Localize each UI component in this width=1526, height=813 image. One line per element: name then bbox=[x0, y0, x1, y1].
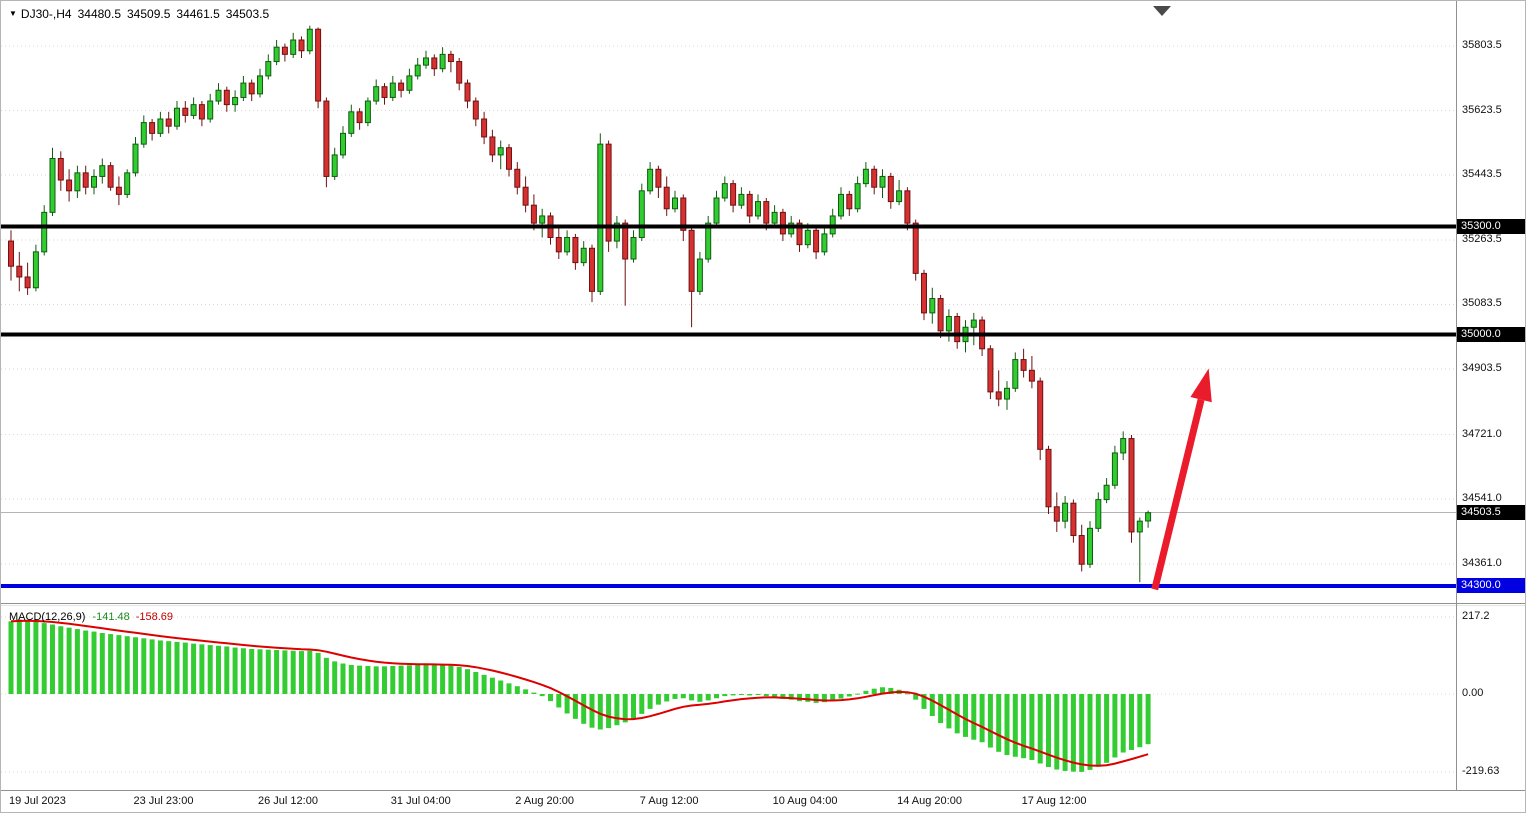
price-tag: 35000.0 bbox=[1457, 326, 1525, 342]
price-axis-label: 34903.5 bbox=[1462, 362, 1502, 375]
time-axis-label: 10 Aug 04:00 bbox=[772, 795, 838, 807]
macd-histogram bbox=[8, 619, 1151, 772]
low-value: 34461.5 bbox=[176, 7, 220, 21]
price-tag: 34503.5 bbox=[1457, 505, 1525, 521]
symbol-dropdown-icon[interactable]: ▼ bbox=[9, 9, 17, 18]
time-axis-label: 19 Jul 2023 bbox=[9, 795, 66, 807]
price-axis-label: 35803.5 bbox=[1462, 38, 1502, 51]
grid-lines bbox=[1, 45, 1456, 773]
macd-signal-line bbox=[10, 619, 1149, 767]
time-axis-label: 23 Jul 23:00 bbox=[133, 795, 194, 807]
price-axis-label: 35083.5 bbox=[1462, 297, 1502, 310]
time-axis-label: 2 Aug 20:00 bbox=[515, 795, 575, 807]
price-axis-label: 34721.0 bbox=[1462, 427, 1502, 440]
chart-header: ▼ DJ30-,H4 34480.5 34509.5 34461.5 34503.5 bbox=[9, 7, 269, 21]
price-axis-label: 35623.5 bbox=[1462, 103, 1502, 116]
price-tag: 35300.0 bbox=[1457, 219, 1525, 235]
high-value: 34509.5 bbox=[127, 7, 171, 21]
indicator-main-value: -141.48 bbox=[92, 611, 130, 623]
indicator-axis-label: 217.2 bbox=[1462, 609, 1490, 622]
indicator-axis-label: -219.63 bbox=[1462, 764, 1500, 777]
indicator-axis-label: 0.00 bbox=[1462, 687, 1484, 699]
close-value: 34503.5 bbox=[225, 7, 270, 21]
price-axis-label: 35443.5 bbox=[1462, 168, 1502, 181]
time-axis-label: 26 Jul 12:00 bbox=[258, 795, 318, 807]
time-axis-label: 17 Aug 12:00 bbox=[1021, 795, 1087, 807]
horizontal-levels[interactable] bbox=[1, 224, 1456, 588]
indicator-name: MACD(12,26,9) bbox=[9, 611, 86, 623]
time-axis-label: 31 Jul 04:00 bbox=[390, 795, 451, 807]
price-axis-label: 35263.5 bbox=[1462, 232, 1502, 245]
price-axis-label: 34361.0 bbox=[1462, 556, 1502, 569]
pane-separators bbox=[1, 1, 1525, 791]
chart-shift-marker[interactable] bbox=[1153, 6, 1171, 16]
indicator-label: MACD(12,26,9) -141.48 -158.69 bbox=[9, 611, 173, 623]
price-axis-label: 34541.0 bbox=[1462, 492, 1502, 505]
symbol-period-label: DJ30-,H4 bbox=[20, 7, 72, 21]
time-axis-label: 14 Aug 20:00 bbox=[897, 795, 962, 807]
indicator-signal-value: -158.69 bbox=[135, 611, 174, 623]
time-axis-label: 7 Aug 12:00 bbox=[639, 795, 699, 807]
candles-group bbox=[8, 25, 1152, 583]
open-value: 34480.5 bbox=[77, 7, 121, 21]
trend-arrow-annotation[interactable] bbox=[1151, 368, 1212, 591]
price-tag: 34300.0 bbox=[1457, 578, 1525, 594]
